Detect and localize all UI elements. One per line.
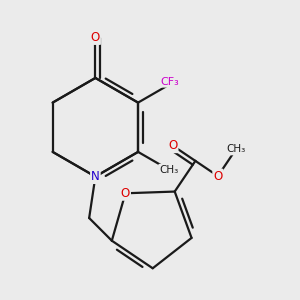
Text: CH₃: CH₃ — [159, 165, 178, 175]
Text: O: O — [121, 187, 130, 200]
Text: O: O — [213, 169, 223, 183]
Text: N: N — [91, 170, 100, 183]
Text: CH₃: CH₃ — [226, 145, 245, 154]
Text: CF₃: CF₃ — [160, 77, 179, 87]
Text: O: O — [91, 31, 100, 44]
Text: O: O — [168, 139, 178, 152]
